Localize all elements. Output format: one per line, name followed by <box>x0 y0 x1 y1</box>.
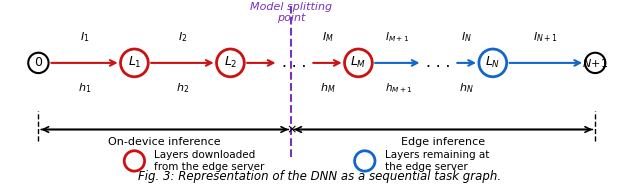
Text: Fig. 3: Representation of the DNN as a sequential task graph.: Fig. 3: Representation of the DNN as a s… <box>138 170 502 183</box>
Text: $I_{M+1}$: $I_{M+1}$ <box>385 31 410 44</box>
Text: $I_N$: $I_N$ <box>461 31 472 44</box>
Text: $L_2$: $L_2$ <box>223 55 237 70</box>
Text: Layers downloaded
from the edge server: Layers downloaded from the edge server <box>154 150 264 172</box>
Text: $I_2$: $I_2$ <box>178 31 187 44</box>
Text: $h_N$: $h_N$ <box>460 81 474 95</box>
Text: $I_M$: $I_M$ <box>321 31 333 44</box>
Text: $\times$: $\times$ <box>286 123 296 136</box>
Text: $I_1$: $I_1$ <box>80 31 90 44</box>
Text: $h_1$: $h_1$ <box>78 81 91 95</box>
Text: $h_{M+1}$: $h_{M+1}$ <box>385 81 413 95</box>
Text: Edge inference: Edge inference <box>401 137 485 147</box>
Text: $h_2$: $h_2$ <box>176 81 189 95</box>
Text: Layers remaining at
the edge server: Layers remaining at the edge server <box>385 150 489 172</box>
Text: . . .: . . . <box>282 55 307 70</box>
Text: $L_N$: $L_N$ <box>485 55 500 70</box>
Text: $0$: $0$ <box>34 56 43 69</box>
Text: $L_M$: $L_M$ <box>350 55 367 70</box>
Text: $h_M$: $h_M$ <box>320 81 335 95</box>
Text: $L_1$: $L_1$ <box>127 55 141 70</box>
Text: Model splitting
point: Model splitting point <box>250 2 332 23</box>
Text: . . .: . . . <box>426 55 451 70</box>
Text: On-device inference: On-device inference <box>109 137 221 147</box>
Text: $I_{N+1}$: $I_{N+1}$ <box>533 31 558 44</box>
Text: $N\!+\!1$: $N\!+\!1$ <box>582 57 609 69</box>
